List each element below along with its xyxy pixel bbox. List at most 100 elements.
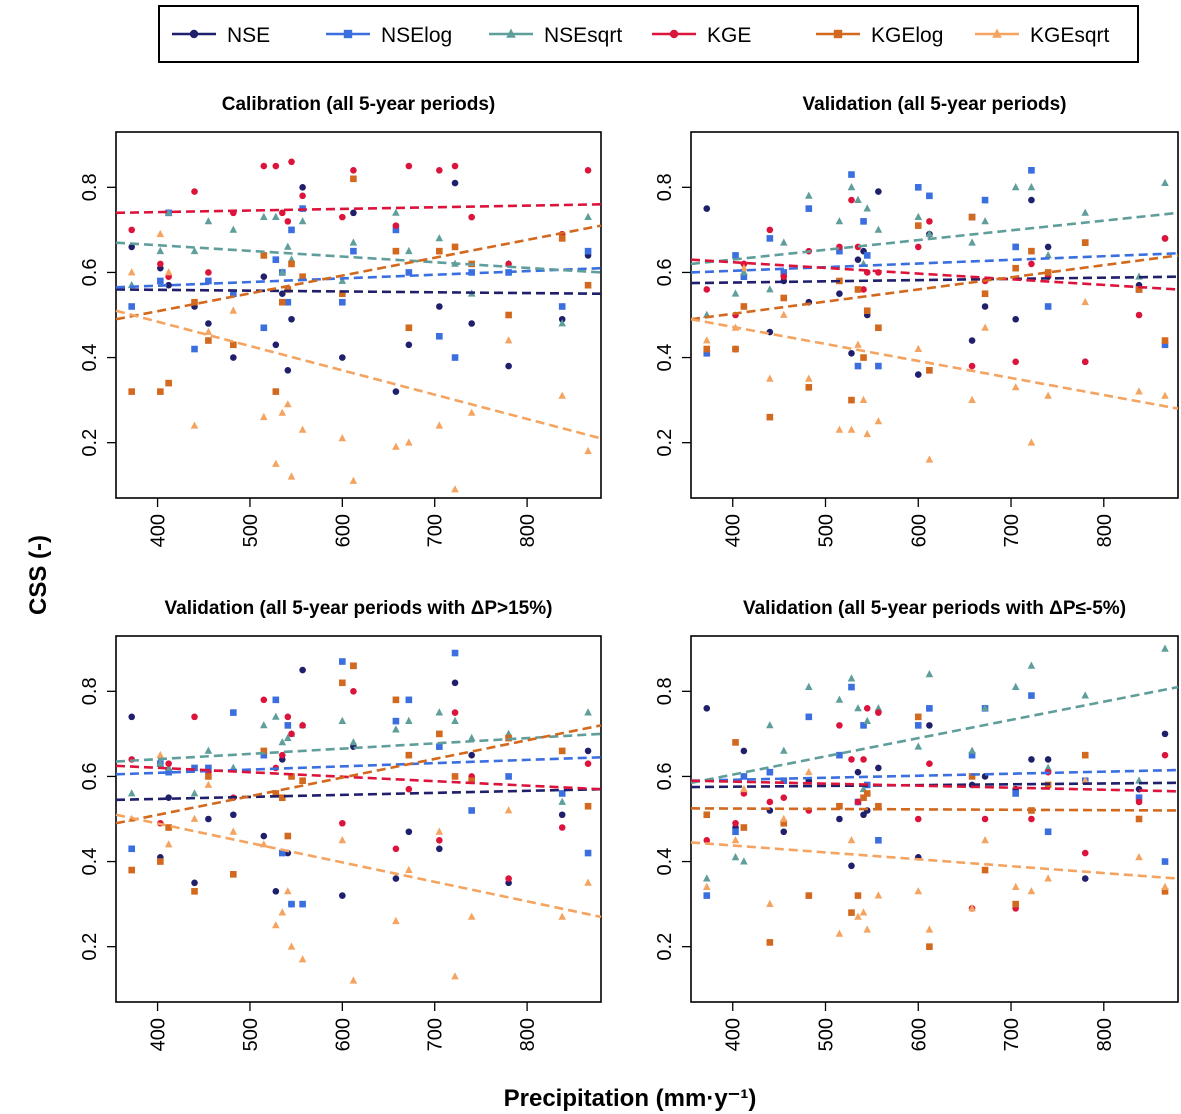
point-nsesqrt <box>435 234 444 242</box>
legend-item-nsesqrt: NSEsqrt <box>489 24 622 47</box>
point-nsesqrt <box>780 238 788 246</box>
point-nselog <box>836 751 843 759</box>
point-kgelog <box>766 939 774 946</box>
trend-line-nselog <box>115 755 602 776</box>
point-kgesqrt <box>287 472 296 480</box>
point-kgelog <box>968 773 976 780</box>
point-kgesqrt <box>451 485 459 493</box>
point-kge <box>339 213 346 221</box>
point-nse <box>205 815 212 823</box>
point-kgesqrt <box>703 882 711 890</box>
point-nsesqrt <box>1081 691 1089 699</box>
plot-frame <box>115 635 602 1003</box>
point-kgelog <box>1081 751 1089 759</box>
point-nselog <box>740 773 748 780</box>
x-tick-label: 400 <box>723 1018 745 1051</box>
point-kge <box>558 824 566 831</box>
point-nsesqrt <box>863 716 871 724</box>
panel-1: Calibration (all 5-year periods)0.20.40.… <box>79 94 602 547</box>
point-nse <box>1081 875 1089 882</box>
point-nse <box>740 747 748 755</box>
point-nse <box>703 705 711 712</box>
point-nse <box>272 888 280 895</box>
y-tick-label: 0.2 <box>79 933 101 961</box>
point-nse <box>926 722 933 729</box>
y-axis: 0.2 0.4 0.6 0.8 <box>79 677 116 961</box>
point-nse <box>836 290 843 298</box>
point-kgelog <box>392 247 400 255</box>
point-kgesqrt <box>703 336 711 344</box>
legend-item-nselog: NSElog <box>326 24 452 47</box>
point-kgelog <box>272 790 280 797</box>
point-kgesqrt <box>925 455 934 463</box>
point-kgelog <box>191 298 198 306</box>
trend-line-kgesqrt <box>690 317 1179 410</box>
point-nsesqrt <box>558 797 566 805</box>
panels: Calibration (all 5-year periods)0.20.40.… <box>79 94 1179 1051</box>
point-kgesqrt <box>1135 387 1143 395</box>
point-nselog <box>558 303 566 310</box>
point-kgesqrt <box>435 827 444 835</box>
point-kgesqrt <box>338 836 347 844</box>
point-kgelog <box>284 286 292 293</box>
point-nse <box>848 350 855 357</box>
point-kgelog <box>157 858 164 865</box>
point-kgesqrt <box>127 268 136 276</box>
point-kge <box>914 815 922 823</box>
point-kgelog <box>703 811 711 819</box>
point-nsesqrt <box>405 716 413 724</box>
point-nselog <box>405 269 413 276</box>
point-nse <box>968 337 976 344</box>
point-kge <box>1135 311 1143 319</box>
point-nselog <box>278 849 286 857</box>
point-nsesqrt <box>1027 183 1036 191</box>
point-kgelog <box>230 871 237 878</box>
point-kge <box>584 760 592 767</box>
point-kgelog <box>766 413 774 421</box>
point-nse <box>451 179 459 187</box>
point-nselog <box>405 696 413 704</box>
point-kge <box>854 798 862 806</box>
point-kgesqrt <box>854 340 862 348</box>
point-nsesqrt <box>805 682 813 690</box>
point-nselog <box>703 892 711 899</box>
point-nsesqrt <box>1011 183 1020 191</box>
y-tick-label: 0.4 <box>654 848 676 876</box>
point-kge <box>165 760 172 767</box>
series-nsesqrt <box>127 208 592 327</box>
point-nsesqrt <box>349 738 358 746</box>
point-kgelog <box>128 866 136 874</box>
point-kgelog <box>854 892 862 899</box>
point-kgelog <box>914 222 922 229</box>
x-tick-label: 400 <box>148 1018 170 1051</box>
point-kge <box>278 751 286 759</box>
point-kgesqrt <box>229 306 238 314</box>
point-kgelog <box>299 777 306 784</box>
point-kgesqrt <box>272 459 280 467</box>
point-kgelog <box>926 943 933 950</box>
series-nse <box>703 705 1169 882</box>
point-kge <box>191 713 198 721</box>
point-nselog <box>230 290 237 298</box>
y-tick-label: 0.2 <box>654 933 676 961</box>
point-kge <box>914 243 922 251</box>
point-nselog <box>451 354 459 361</box>
series-kgelog <box>128 662 592 895</box>
point-nsesqrt <box>584 708 592 716</box>
point-kgesqrt <box>156 229 165 238</box>
legend-marker <box>669 29 679 39</box>
point-kgesqrt <box>863 429 871 438</box>
legend: NSE NSElog NSEsqrt KGE KGElog KGEsqrt <box>158 5 1139 63</box>
point-kge <box>272 162 280 170</box>
point-nsesqrt <box>766 285 774 293</box>
point-kgesqrt <box>854 912 862 920</box>
point-nse <box>299 666 306 674</box>
legend-marker <box>833 29 843 39</box>
point-kgesqrt <box>805 767 813 776</box>
point-nse <box>451 679 459 687</box>
point-kgelog <box>981 866 989 874</box>
trend-line-kgesqrt <box>690 841 1179 880</box>
series-kgesqrt <box>127 229 592 493</box>
point-nse <box>260 273 268 280</box>
x-tick-label: 600 <box>332 514 354 547</box>
